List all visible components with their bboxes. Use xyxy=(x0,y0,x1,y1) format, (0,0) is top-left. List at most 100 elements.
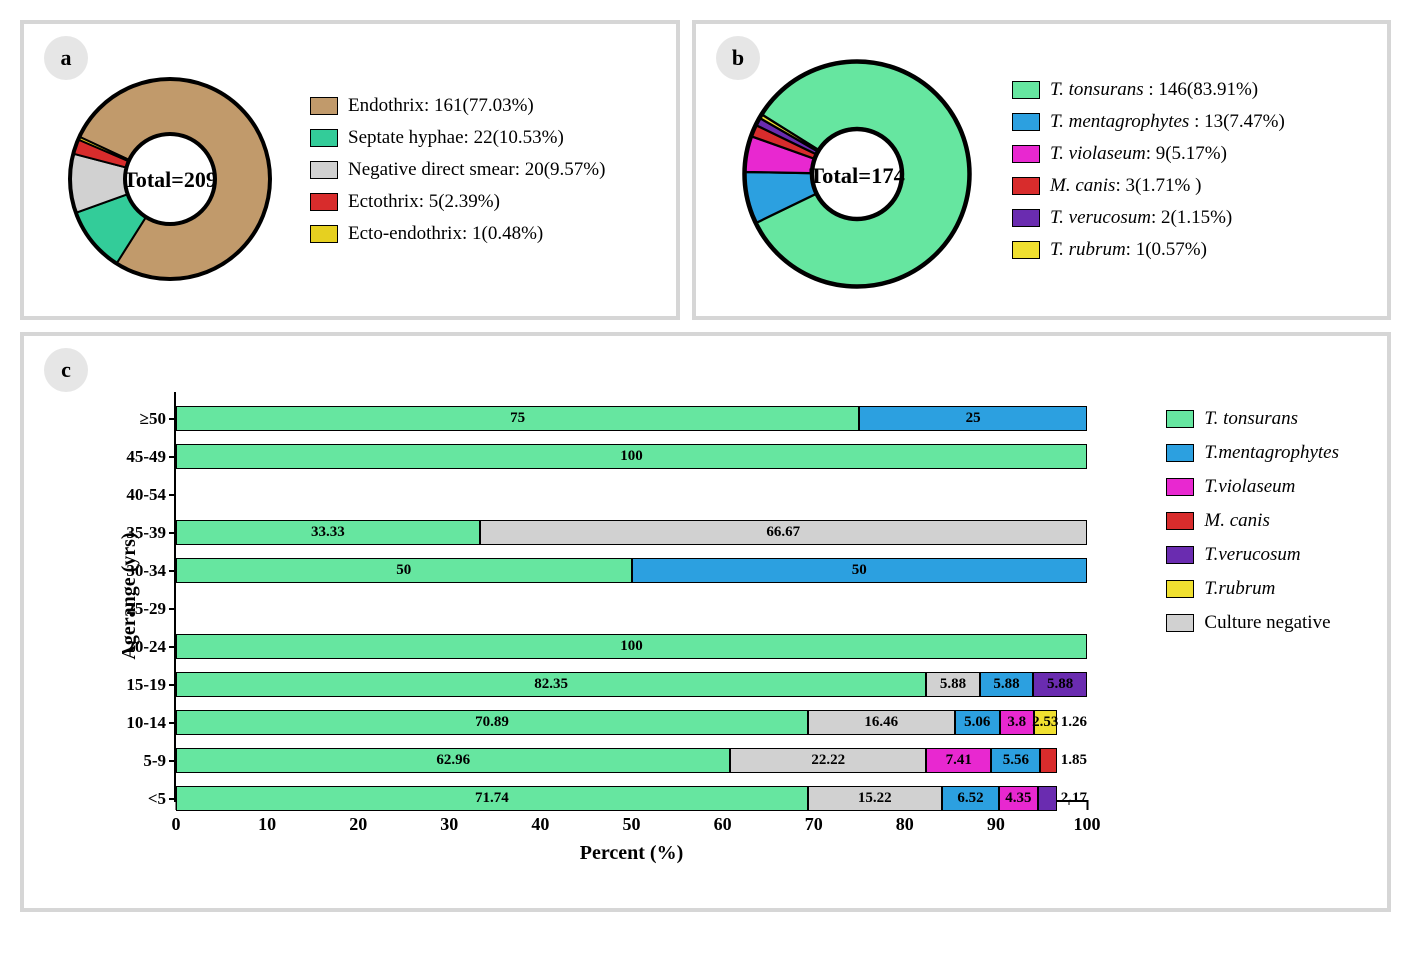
bar-segment: 50 xyxy=(176,558,632,583)
legend-item: T.rubrum xyxy=(1166,578,1339,600)
legend-swatch xyxy=(1166,512,1194,530)
bar-segment: 5.06 xyxy=(955,710,1000,735)
bar-segment: 2.53 xyxy=(1034,710,1057,735)
legend-swatch xyxy=(1166,546,1194,564)
bar-row: 70.8916.465.063.82.531.26 xyxy=(176,710,1087,735)
legend-item: T. tonsurans : 146(83.91%) xyxy=(1012,79,1285,101)
legend-swatch xyxy=(1166,580,1194,598)
legend-item: T. verucosum: 2(1.15%) xyxy=(1012,207,1285,229)
top-row: a Total=209 Endothrix: 161(77.03%) Septat… xyxy=(20,20,1391,320)
legend-swatch xyxy=(1012,177,1040,195)
bar-row: 33.3366.67 xyxy=(176,520,1087,545)
legend-label: T. rubrum: 1(0.57%) xyxy=(1050,239,1207,261)
legend-swatch xyxy=(1012,113,1040,131)
bar-segment: 4.35 xyxy=(999,786,1037,811)
legend-item: Endothrix: 161(77.03%) xyxy=(310,95,605,117)
legend-label: T. violaseum: 9(5.17%) xyxy=(1050,143,1227,165)
legend-label: T.verucosum xyxy=(1204,544,1300,566)
bar-segment xyxy=(1038,786,1057,811)
bar-segment: 15.22 xyxy=(808,786,942,811)
bar-segment: 33.33 xyxy=(176,520,480,545)
bar-segment: 5.88 xyxy=(1033,672,1087,697)
legend-item: Ectothrix: 5(2.39%) xyxy=(310,191,605,213)
y-tick-label: 10-14 xyxy=(126,713,166,733)
legend-item: T.verucosum xyxy=(1166,544,1339,566)
bar-segment: 3.8 xyxy=(1000,710,1034,735)
legend-item: Septate hyphae: 22(10.53%) xyxy=(310,127,605,149)
legend-swatch xyxy=(1166,444,1194,462)
panel-a: a Total=209 Endothrix: 161(77.03%) Septat… xyxy=(20,20,680,320)
donut-b: Total=174 xyxy=(722,39,992,309)
legend-label: T.violaseum xyxy=(1204,476,1295,498)
y-tick-label: 5-9 xyxy=(143,751,166,771)
bar-segment: 6.52 xyxy=(942,786,999,811)
panel-b-label: b xyxy=(716,36,760,80)
bar-segment: 16.46 xyxy=(808,710,955,735)
legend-label: T.mentagrophytes xyxy=(1204,442,1339,464)
bar-segment: 71.74 xyxy=(176,786,808,811)
legend-item: T. tonsurans xyxy=(1166,408,1339,430)
y-tick-label: 15-19 xyxy=(126,675,166,695)
bar-segment: 62.96 xyxy=(176,748,730,773)
legend-swatch xyxy=(310,97,338,115)
bar-row: 71.7415.226.524.352.17 xyxy=(176,786,1087,811)
bar-outside-label: 1.85 xyxy=(1057,748,1087,773)
legend-label: T. tonsurans xyxy=(1204,408,1298,430)
donut-a: Total=209 xyxy=(50,59,290,299)
legend-swatch xyxy=(1012,241,1040,259)
bar-segment: 75 xyxy=(176,406,859,431)
legend-label: Ectothrix: 5(2.39%) xyxy=(348,191,500,213)
bar-row: 100 xyxy=(176,634,1087,659)
legend-swatch xyxy=(310,225,338,243)
panel-a-label: a xyxy=(44,36,88,80)
bar-row: 100 xyxy=(176,444,1087,469)
legend-item: T. rubrum: 1(0.57%) xyxy=(1012,239,1285,261)
y-tick-label: 30-34 xyxy=(126,561,166,581)
y-tick-label: 20-24 xyxy=(126,637,166,657)
legend-label: T. verucosum: 2(1.15%) xyxy=(1050,207,1232,229)
panel-b: b Total=174 T. tonsurans : 146(83.91%)T.… xyxy=(692,20,1391,320)
bar-row: 5050 xyxy=(176,558,1087,583)
bar-segment: 70.89 xyxy=(176,710,808,735)
legend-label: Negative direct smear: 20(9.57%) xyxy=(348,159,605,181)
legend-c: T. tonsurans T.mentagrophytes T.violaseum M… xyxy=(1166,408,1339,634)
legend-swatch xyxy=(1166,478,1194,496)
legend-swatch xyxy=(1012,209,1040,227)
legend-swatch xyxy=(310,129,338,147)
x-axis-title: Percent (%) xyxy=(176,842,1087,865)
bar-segment: 66.67 xyxy=(480,520,1087,545)
bar-row xyxy=(176,596,1087,621)
bar-row: 7525 xyxy=(176,406,1087,431)
bar-segment xyxy=(1040,748,1056,773)
legend-label: Septate hyphae: 22(10.53%) xyxy=(348,127,564,149)
legend-swatch xyxy=(1012,81,1040,99)
bar-segment: 5.88 xyxy=(926,672,980,697)
bar-segment: 25 xyxy=(859,406,1087,431)
y-tick-label: 45-49 xyxy=(126,447,166,467)
y-tick-label: <5 xyxy=(148,789,166,809)
panel-a-content: Total=209 Endothrix: 161(77.03%) Septate … xyxy=(44,40,656,300)
legend-label: T.rubrum xyxy=(1204,578,1275,600)
legend-item: Negative direct smear: 20(9.57%) xyxy=(310,159,605,181)
legend-label: Endothrix: 161(77.03%) xyxy=(348,95,534,117)
legend-item: Culture negative xyxy=(1166,612,1339,634)
legend-swatch xyxy=(310,193,338,211)
legend-label: T. tonsurans : 146(83.91%) xyxy=(1050,79,1258,101)
svg-text:Total=209: Total=209 xyxy=(123,167,217,192)
bar-segment: 100 xyxy=(176,444,1087,469)
bar-segment: 7.41 xyxy=(926,748,991,773)
bar-segment: 100 xyxy=(176,634,1087,659)
bar-segment: 22.22 xyxy=(730,748,926,773)
legend-label: Ecto-endothrix: 1(0.48%) xyxy=(348,223,543,245)
bar-segment: 50 xyxy=(632,558,1088,583)
y-tick-label: 25-29 xyxy=(126,599,166,619)
plot-area: Agerange (yrs) 0102030405060708090100 Pe… xyxy=(174,392,1087,802)
legend-label: T. mentagrophytes : 13(7.47%) xyxy=(1050,111,1285,133)
y-tick-label: ≥50 xyxy=(140,409,166,429)
legend-item: T.mentagrophytes xyxy=(1166,442,1339,464)
y-tick-label: 35-39 xyxy=(126,523,166,543)
bar-row xyxy=(176,482,1087,507)
legend-label: Culture negative xyxy=(1204,612,1330,634)
legend-label: M. canis xyxy=(1204,510,1269,532)
panel-b-content: Total=174 T. tonsurans : 146(83.91%)T. m… xyxy=(716,40,1367,300)
